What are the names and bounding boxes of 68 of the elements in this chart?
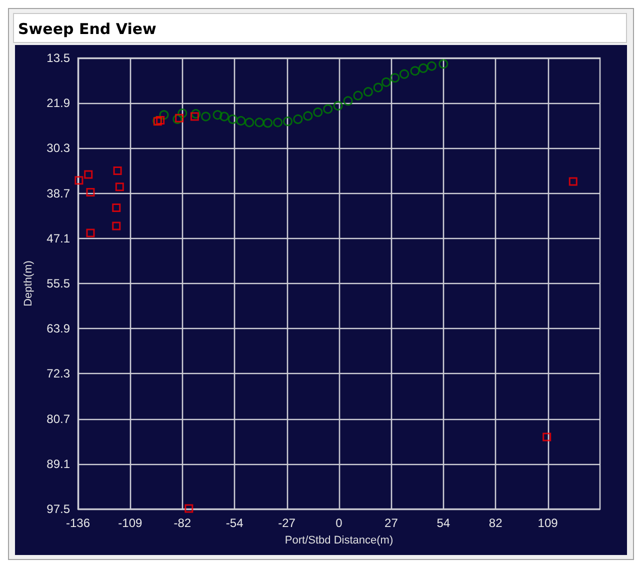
point [159,110,169,120]
point [184,504,194,513]
point [175,114,184,122]
x-tick-label: 27 [384,516,398,530]
point [568,177,578,186]
point [86,228,95,238]
point [283,116,293,126]
point [172,114,182,124]
x-tick-label: 109 [538,516,558,530]
point [191,109,201,119]
x-tick-label: -82 [174,516,192,530]
point [293,114,303,124]
y-tick-label: 21.9 [46,96,70,110]
point [115,182,124,192]
x-tick-label: -136 [66,516,90,530]
point [363,87,373,97]
y-tick-label: 13.5 [46,51,70,65]
y-axis-title: Depth(m) [22,260,34,306]
point [74,176,84,185]
point [438,59,448,69]
point [236,116,246,126]
x-tick-label: -109 [118,516,143,530]
point [373,82,383,92]
point [323,104,333,114]
x-tick-label: 0 [336,516,343,530]
y-tick-label: 63.9 [46,322,70,336]
y-tick-label: 30.3 [46,141,70,156]
point [343,96,353,106]
y-tick-label: 47.1 [46,231,70,246]
point [86,188,95,196]
point [84,170,93,179]
y-tick-label: 72.3 [46,366,70,381]
point [112,204,121,212]
x-tick-label: 82 [488,516,503,530]
x-axis-title: Port/Stbd Distance(m) [284,534,394,546]
point [113,166,122,175]
y-tick-label: 80.7 [46,412,70,426]
point [418,63,428,73]
point [228,114,238,124]
point [313,107,323,117]
point [303,111,313,121]
point [254,118,264,128]
point [353,90,363,100]
point [273,118,283,128]
x-tick-label: 54 [436,516,450,530]
point [400,69,409,79]
point [212,110,222,120]
point [190,112,199,121]
point [178,108,188,118]
point [112,222,121,230]
chart-title: Sweep End View [13,13,627,43]
point [244,118,254,128]
y-tick-label: 89.1 [46,456,70,471]
point [390,73,400,83]
point [426,61,436,71]
point [201,112,211,122]
point [219,112,229,122]
y-tick-label: 97.5 [46,502,70,516]
point [381,77,391,87]
x-tick-label: -54 [226,516,244,530]
point [263,118,273,128]
point [542,432,552,442]
y-tick-label: 38.7 [46,186,70,200]
y-tick-label: 55.5 [46,276,70,290]
point [156,116,165,125]
point [410,66,420,76]
point [333,101,343,111]
x-tick-label: -27 [278,516,296,530]
